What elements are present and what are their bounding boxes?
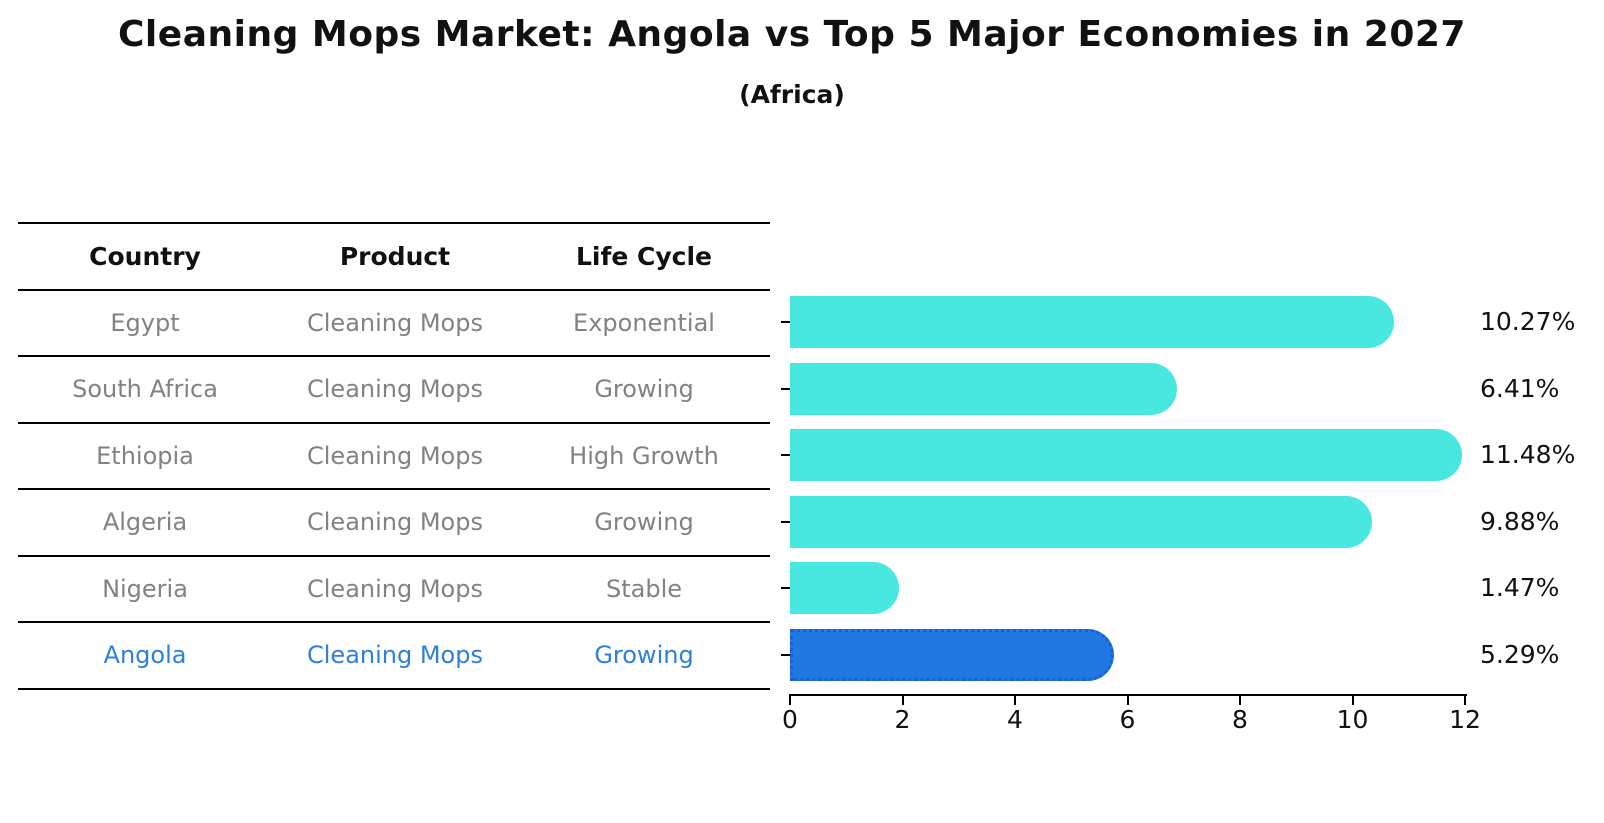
y-axis-tick <box>781 587 790 589</box>
product-cell: Cleaning Mops <box>307 375 483 404</box>
x-tick-label-0: 0 <box>782 705 798 734</box>
product-cell: Cleaning Mops <box>307 508 483 537</box>
product-cell: Cleaning Mops <box>307 641 483 670</box>
value-label-south-africa: 6.41% <box>1480 373 1560 403</box>
value-label-egypt: 10.27% <box>1480 307 1576 336</box>
x-axis-line <box>789 694 1467 696</box>
bar-south-africa <box>790 362 1177 415</box>
country-cell: Ethiopia <box>96 441 194 470</box>
life-cycle-cell: Growing <box>594 375 694 404</box>
country-table: Country Product Life Cycle Egypt Cleanin… <box>18 222 770 690</box>
bar-nigeria <box>790 562 899 614</box>
product-cell: Cleaning Mops <box>307 574 483 603</box>
bar-algeria <box>790 495 1372 548</box>
table-header-row: Country Product Life Cycle <box>18 224 770 291</box>
col-header-country: Country <box>89 241 201 271</box>
country-cell: Nigeria <box>102 574 188 603</box>
x-tick-label-8: 8 <box>1232 705 1248 734</box>
col-header-product: Product <box>339 241 451 271</box>
life-cycle-cell: High Growth <box>569 441 719 470</box>
bar-row-angola <box>790 628 1114 681</box>
y-axis-tick <box>781 387 790 390</box>
x-axis-tick <box>789 696 791 705</box>
x-axis-tick <box>1351 696 1354 705</box>
life-cycle-cell: Exponential <box>573 308 715 337</box>
x-axis-tick <box>1126 696 1129 705</box>
bar-egypt <box>790 296 1394 348</box>
col-header-life-cycle: Life Cycle <box>575 241 713 271</box>
x-tick-label-12: 12 <box>1449 705 1481 734</box>
x-axis-tick <box>901 696 904 705</box>
value-label-algeria: 9.88% <box>1480 506 1560 536</box>
chart-subtitle: (Africa) <box>739 80 845 109</box>
table-row-south-africa: South Africa Cleaning Mops Growing <box>18 357 770 424</box>
value-label-nigeria: 1.47% <box>1480 573 1560 602</box>
value-label-angola: 5.29% <box>1480 639 1560 669</box>
x-axis-tick <box>1014 696 1016 705</box>
y-axis-tick <box>781 454 790 456</box>
bar-row-south-africa <box>790 362 1177 415</box>
country-cell: South Africa <box>72 375 218 404</box>
y-axis-tick <box>781 520 790 523</box>
life-cycle-cell: Growing <box>594 508 694 537</box>
table-row-nigeria: Nigeria Cleaning Mops Stable <box>18 557 770 623</box>
bar-row-nigeria <box>790 562 899 614</box>
bar-row-algeria <box>790 495 1372 548</box>
y-axis-tick <box>781 653 790 656</box>
y-axis-tick <box>781 321 790 323</box>
bar-angola <box>790 628 1114 681</box>
country-cell: Egypt <box>110 308 180 337</box>
x-tick-label-6: 6 <box>1119 705 1136 734</box>
product-cell: Cleaning Mops <box>307 308 483 337</box>
chart-title: Cleaning Mops Market: Angola vs Top 5 Ma… <box>118 14 1466 55</box>
value-label-ethiopia: 11.48% <box>1480 440 1576 469</box>
bar-row-egypt <box>790 296 1394 348</box>
x-axis-tick <box>1239 696 1241 705</box>
table-row-angola: Angola Cleaning Mops Growing <box>18 623 770 690</box>
table-row-ethiopia: Ethiopia Cleaning Mops High Growth <box>18 424 770 490</box>
bar-row-ethiopia <box>790 429 1462 481</box>
bar-ethiopia <box>790 429 1462 481</box>
x-tick-label-10: 10 <box>1336 705 1369 734</box>
product-cell: Cleaning Mops <box>307 441 483 470</box>
table-row-egypt: Egypt Cleaning Mops Exponential <box>18 291 770 357</box>
table-row-algeria: Algeria Cleaning Mops Growing <box>18 490 770 557</box>
life-cycle-cell: Growing <box>594 641 694 670</box>
country-cell: Angola <box>103 641 187 670</box>
life-cycle-cell: Stable <box>605 574 683 603</box>
country-cell: Algeria <box>102 508 188 537</box>
x-tick-label-4: 4 <box>1007 705 1023 734</box>
x-axis-tick <box>1464 696 1466 705</box>
x-tick-label-2: 2 <box>894 705 911 734</box>
